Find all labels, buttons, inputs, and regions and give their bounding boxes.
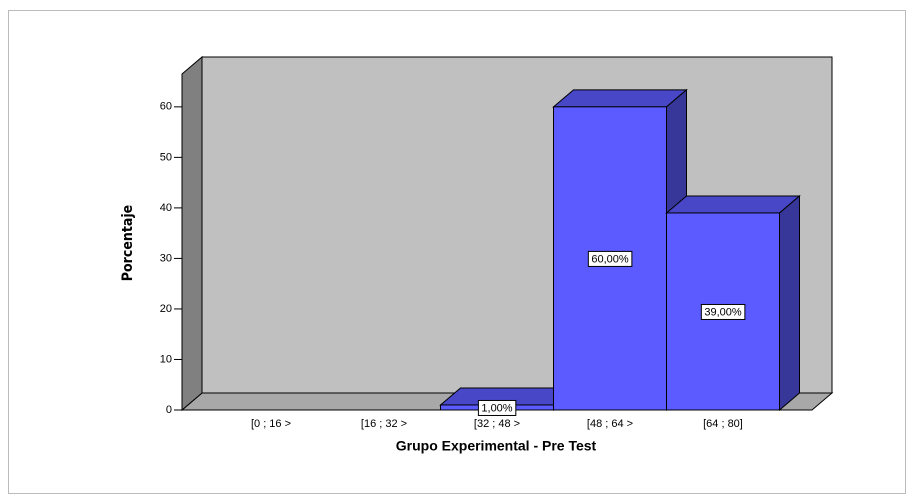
y-tick-label: 20 (160, 303, 172, 315)
y-tick-label: 50 (160, 151, 172, 163)
bar-side (779, 194, 800, 412)
value-label-box (700, 303, 746, 320)
value-label: 1,00% (481, 402, 512, 414)
y-tick-label: 60 (160, 101, 172, 113)
value-label-box (587, 250, 633, 267)
bar-top (552, 89, 688, 108)
y-axis-title: Porcentaje (120, 205, 136, 281)
value-label-box (477, 399, 517, 416)
y-tick-label: 30 (160, 252, 172, 264)
bar-top (665, 195, 801, 214)
x-tick-label: [0 ; 16 > (251, 418, 291, 430)
left-wall (181, 55, 203, 412)
x-tick-label: [32 ; 48 > (474, 418, 520, 430)
x-tick-label: [48 ; 64 > (587, 418, 633, 430)
x-tick-label: [64 ; 80] (703, 418, 743, 430)
y-tick-label: 0 (166, 404, 172, 416)
y-tick-label: 10 (160, 353, 172, 365)
value-label: 39,00% (704, 306, 742, 318)
bar (665, 194, 801, 412)
x-axis-title: Grupo Experimental - Pre Test (396, 438, 597, 454)
x-tick-label: [16 ; 32 > (361, 418, 407, 430)
value-label: 60,00% (591, 253, 629, 265)
y-tick-label: 40 (160, 202, 172, 214)
